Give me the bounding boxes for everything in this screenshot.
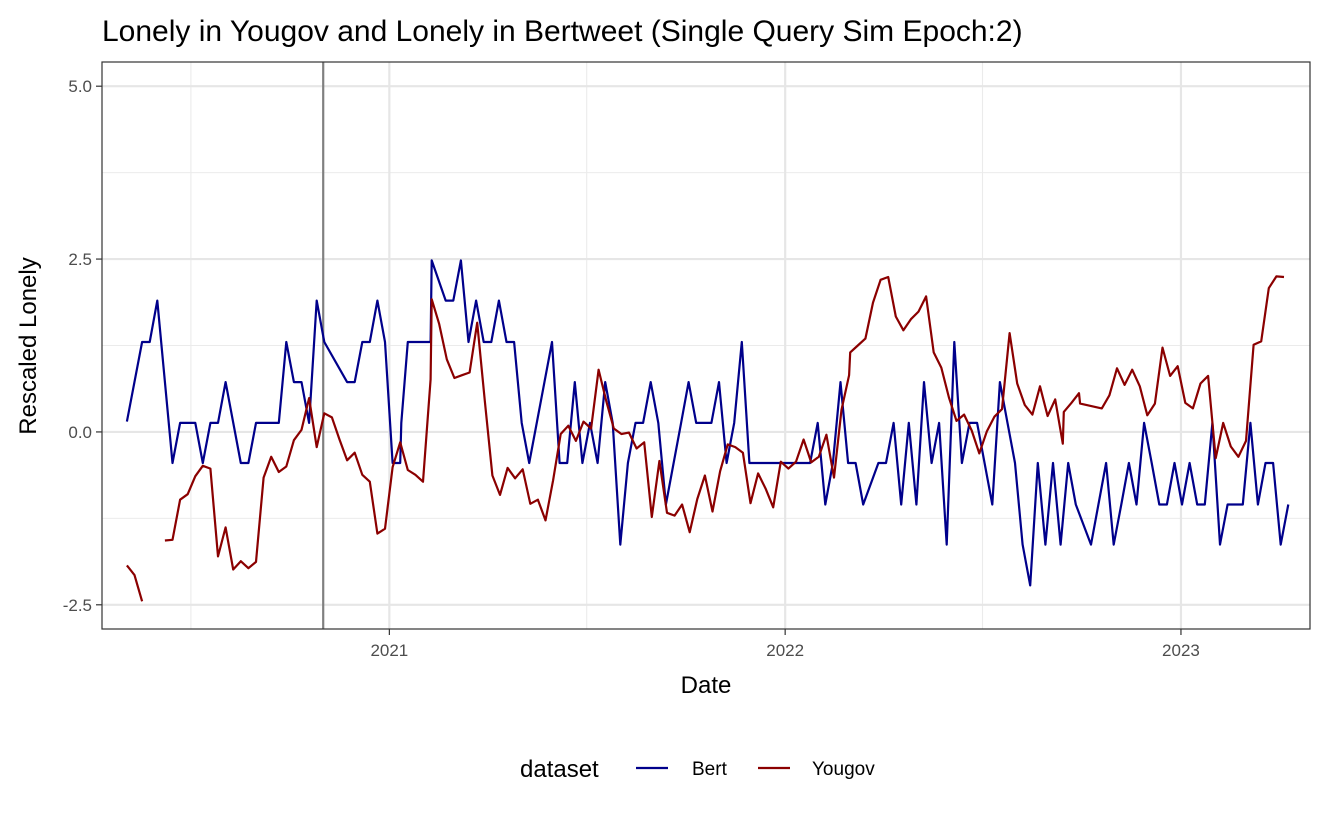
legend-title: dataset — [520, 756, 599, 783]
y-axis-title: Rescaled Lonely — [15, 257, 42, 434]
legend-label-bert: Bert — [692, 759, 728, 780]
x-tick-label: 2023 — [1162, 641, 1200, 660]
x-tick-label: 2021 — [370, 641, 408, 660]
x-tick-label: 2022 — [766, 641, 804, 660]
series-line-bert — [125, 259, 1290, 587]
legend-label-yougov: Yougov — [812, 759, 875, 780]
y-tick-label: -2.5 — [63, 596, 92, 615]
y-tick-label: 0.0 — [68, 423, 92, 442]
plot-panel-border — [101, 61, 1311, 630]
series-layer — [125, 259, 1290, 602]
y-tick-label: 2.5 — [68, 250, 92, 269]
x-axis-title: Date — [681, 672, 732, 699]
grid — [102, 62, 1310, 629]
y-tick-label: 5.0 — [68, 77, 92, 96]
legend: dataset Bert Yougov — [520, 756, 875, 783]
axis-ticks: -2.5 0.0 2.5 5.0 2021 2022 2023 — [63, 77, 1200, 660]
series-line-yougov — [126, 275, 1285, 602]
chart-title: Lonely in Yougov and Lonely in Bertweet … — [102, 15, 1023, 48]
